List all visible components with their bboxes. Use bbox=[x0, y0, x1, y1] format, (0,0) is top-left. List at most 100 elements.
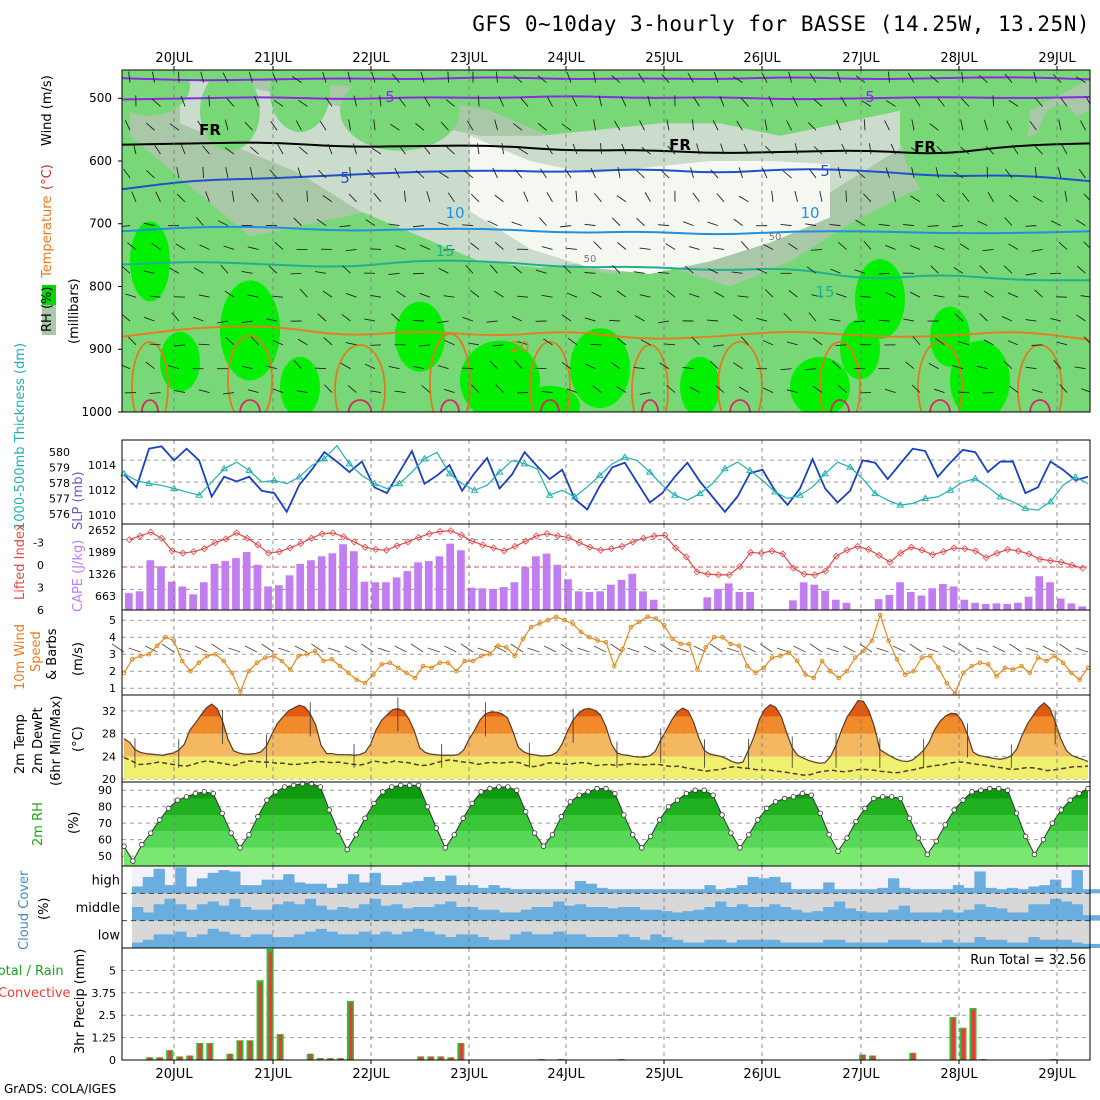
isotherm-25-loop bbox=[529, 341, 571, 412]
wind-speed-point bbox=[163, 634, 168, 640]
rh-point bbox=[514, 787, 520, 793]
precip-conv-bar bbox=[178, 1056, 182, 1060]
li-point bbox=[650, 532, 658, 540]
wind-barb bbox=[740, 336, 749, 346]
cape-bar bbox=[628, 573, 637, 610]
wind-speed-point bbox=[1077, 677, 1082, 683]
li-point bbox=[522, 537, 530, 545]
li-point bbox=[843, 546, 851, 554]
cloud-cell bbox=[423, 876, 435, 894]
wind-barb bbox=[937, 97, 945, 107]
cloud-cell bbox=[531, 889, 543, 894]
wind-barb bbox=[788, 242, 798, 250]
wind-barb bbox=[492, 344, 504, 347]
wind-barb bbox=[241, 271, 253, 274]
wind-barb bbox=[952, 365, 964, 370]
wind-barb bbox=[935, 338, 945, 346]
date-label-top: 22JUL bbox=[352, 51, 390, 66]
wind-barb bbox=[633, 271, 645, 274]
cloud-cell bbox=[520, 889, 533, 894]
wind-barb bbox=[1064, 190, 1068, 202]
wind-barb bbox=[537, 122, 547, 131]
cape-bar bbox=[789, 600, 797, 610]
ytick-cape: 2652 bbox=[88, 524, 116, 537]
ytick-thickness: 579 bbox=[49, 462, 70, 475]
cloud-cell bbox=[747, 907, 759, 921]
wind-barb-10m bbox=[427, 647, 440, 653]
wind-barb bbox=[364, 363, 376, 370]
cloud-cell bbox=[931, 889, 943, 894]
wind-barb bbox=[788, 289, 798, 298]
precip-conv-bar bbox=[861, 1054, 865, 1060]
date-label-bottom: 28JUL bbox=[940, 1067, 978, 1082]
wind-speed-point bbox=[877, 612, 883, 618]
wind-barb bbox=[419, 292, 431, 298]
wind-barb bbox=[149, 343, 161, 346]
wind-barb bbox=[438, 267, 449, 274]
wind-barb bbox=[593, 119, 596, 131]
wind-barb bbox=[688, 246, 700, 250]
wind-speed-point bbox=[811, 675, 817, 681]
rh-point bbox=[380, 789, 386, 795]
wind-barb bbox=[952, 225, 964, 228]
thickness-point bbox=[370, 479, 379, 487]
li-point bbox=[1025, 550, 1033, 558]
cloud-cell bbox=[250, 885, 263, 894]
wind-barb bbox=[863, 240, 872, 250]
thickness-point bbox=[821, 469, 829, 477]
wind-barb bbox=[322, 290, 333, 298]
cloud-cell bbox=[1039, 885, 1051, 894]
wind-speed-point bbox=[1044, 658, 1049, 664]
li-point bbox=[704, 570, 712, 578]
cloud-cell bbox=[726, 942, 738, 948]
rh-point bbox=[237, 845, 243, 851]
dewpt-axis-label: 2m DewPt bbox=[31, 707, 46, 774]
li-point bbox=[757, 549, 765, 557]
wind-barb bbox=[149, 295, 161, 298]
cloud-cell bbox=[186, 886, 198, 894]
cloud-cell bbox=[294, 904, 306, 921]
wind-speed-point bbox=[869, 638, 875, 643]
wind-barb bbox=[146, 170, 155, 179]
cape-bar bbox=[1046, 582, 1054, 610]
li-point bbox=[575, 539, 583, 547]
cape-bar bbox=[499, 587, 508, 610]
panel-frame bbox=[121, 947, 1091, 1061]
wind-barb bbox=[398, 145, 406, 155]
cloud-axis-label: Cloud Cover bbox=[17, 870, 32, 950]
cloud-cell bbox=[661, 911, 673, 921]
li-point bbox=[950, 544, 958, 552]
wind-barb-10m bbox=[377, 647, 391, 653]
cloud-cell bbox=[952, 942, 965, 948]
cape-bar bbox=[328, 553, 337, 610]
rh-saturated-blob bbox=[570, 328, 630, 409]
wind-barb bbox=[466, 120, 474, 131]
wind-barb bbox=[468, 342, 480, 346]
isotherm-30-loop bbox=[729, 399, 751, 412]
isotherm-10 bbox=[122, 225, 1090, 236]
rh-saturated-blob bbox=[280, 356, 320, 412]
wind-barb bbox=[1004, 217, 1013, 226]
wind-barb bbox=[564, 168, 572, 179]
wind-barb bbox=[200, 71, 204, 83]
precip-conv-bar bbox=[459, 1043, 463, 1060]
cloud-cell bbox=[164, 934, 176, 948]
wind-barb bbox=[836, 119, 841, 131]
wind-barb bbox=[487, 220, 498, 227]
wind-barb bbox=[241, 365, 253, 370]
li-point bbox=[896, 549, 905, 557]
wind-barb bbox=[151, 98, 161, 107]
cloud-cell bbox=[780, 882, 792, 894]
wind-speed-point bbox=[645, 614, 650, 620]
rh-axis-label: RH (%) bbox=[40, 287, 55, 332]
wind-barb bbox=[887, 71, 890, 83]
thickness-point bbox=[395, 479, 404, 487]
wind-barb bbox=[913, 96, 921, 107]
wind-barb bbox=[1001, 316, 1013, 322]
wind-barb-10m bbox=[211, 643, 224, 653]
wind-barb bbox=[832, 360, 841, 370]
precip-conv-bar bbox=[228, 1053, 232, 1060]
cloud-cell bbox=[240, 885, 252, 894]
cloud-cell bbox=[866, 912, 878, 921]
cloud-cell bbox=[812, 942, 824, 948]
